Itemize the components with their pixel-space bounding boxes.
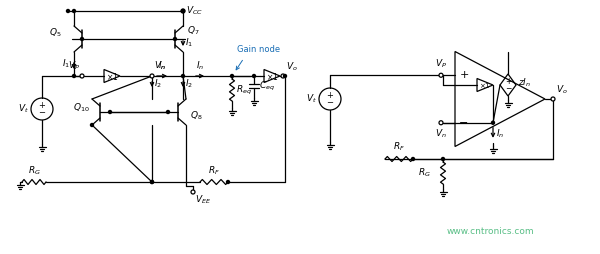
Circle shape xyxy=(167,110,170,114)
Text: $V_P$: $V_P$ xyxy=(68,59,80,72)
Circle shape xyxy=(191,190,195,194)
Circle shape xyxy=(284,74,287,77)
Circle shape xyxy=(73,9,76,12)
Text: $R_F$: $R_F$ xyxy=(393,140,405,153)
Text: $\times$1: $\times$1 xyxy=(266,71,278,82)
Circle shape xyxy=(80,38,83,40)
Circle shape xyxy=(109,110,112,114)
Text: $I_n$: $I_n$ xyxy=(496,128,504,140)
Text: $C_{eq}$: $C_{eq}$ xyxy=(259,80,275,92)
Text: $V_{EE}$: $V_{EE}$ xyxy=(195,194,211,207)
Circle shape xyxy=(439,121,443,125)
Text: $I_2$: $I_2$ xyxy=(154,78,162,90)
Text: Gain node: Gain node xyxy=(237,45,280,54)
Circle shape xyxy=(91,123,94,126)
Text: $R_{eq}$: $R_{eq}$ xyxy=(236,84,252,97)
Text: +: + xyxy=(38,101,46,109)
Text: $V_t$: $V_t$ xyxy=(306,93,317,105)
Text: $V_o$: $V_o$ xyxy=(286,60,298,73)
Circle shape xyxy=(253,74,256,77)
Circle shape xyxy=(230,74,233,77)
Circle shape xyxy=(412,157,415,161)
Text: −: − xyxy=(460,118,469,128)
Text: +: + xyxy=(505,77,511,86)
Text: +: + xyxy=(326,90,334,100)
Text: $zI_n$: $zI_n$ xyxy=(518,77,531,89)
Text: $V_P$: $V_P$ xyxy=(435,58,447,70)
Circle shape xyxy=(281,74,285,78)
Circle shape xyxy=(151,181,154,183)
Text: $V_o$: $V_o$ xyxy=(556,84,568,96)
Circle shape xyxy=(173,38,176,40)
Text: $I_2$: $I_2$ xyxy=(185,78,193,90)
Circle shape xyxy=(227,181,229,183)
Circle shape xyxy=(181,9,185,13)
Circle shape xyxy=(439,73,443,77)
Text: $I_1$: $I_1$ xyxy=(62,58,70,70)
Text: −: − xyxy=(505,84,511,93)
Text: $R_G$: $R_G$ xyxy=(28,165,40,177)
Circle shape xyxy=(442,157,445,161)
Text: $Q_5$: $Q_5$ xyxy=(49,27,62,39)
Circle shape xyxy=(491,121,494,124)
Text: $I_n$: $I_n$ xyxy=(196,59,204,72)
Text: $Q_8$: $Q_8$ xyxy=(190,110,203,122)
Text: $R_G$: $R_G$ xyxy=(418,167,431,179)
Text: $Q_{10}$: $Q_{10}$ xyxy=(73,102,90,114)
Text: $V_t$: $V_t$ xyxy=(18,103,29,115)
Text: $R_F$: $R_F$ xyxy=(208,165,220,177)
Circle shape xyxy=(182,9,185,12)
Text: $I_n$: $I_n$ xyxy=(158,59,166,72)
Circle shape xyxy=(73,74,76,77)
Text: $V_n$: $V_n$ xyxy=(435,128,447,140)
Circle shape xyxy=(151,181,154,183)
Text: www.cntronics.com: www.cntronics.com xyxy=(446,227,534,236)
Text: $V_{CC}$: $V_{CC}$ xyxy=(186,5,203,17)
Text: $\times$1: $\times$1 xyxy=(106,71,118,82)
Circle shape xyxy=(182,74,185,77)
Circle shape xyxy=(80,74,84,78)
Text: $I_1$: $I_1$ xyxy=(185,37,193,49)
Text: $V_n$: $V_n$ xyxy=(154,59,166,72)
Text: −: − xyxy=(326,99,334,107)
Text: −: − xyxy=(38,108,46,118)
Text: +: + xyxy=(460,70,469,80)
Circle shape xyxy=(150,74,154,78)
Circle shape xyxy=(67,9,70,12)
Text: $\times$1: $\times$1 xyxy=(479,81,491,89)
Circle shape xyxy=(551,97,555,101)
Text: $Q_7$: $Q_7$ xyxy=(187,25,200,37)
